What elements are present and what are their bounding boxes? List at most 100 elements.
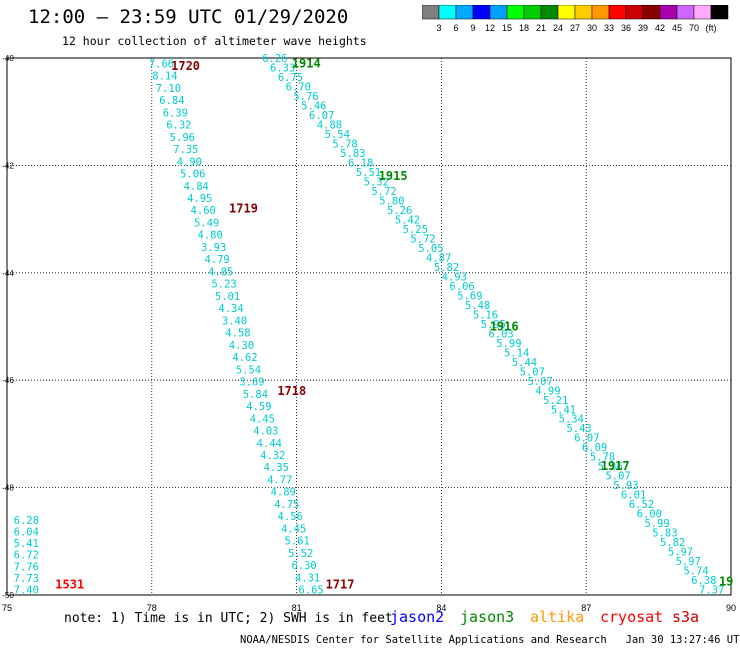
scale-label: 24 <box>553 23 563 33</box>
wave-height-value: 4.84 <box>184 181 209 193</box>
wave-height-value: 6.28 <box>14 515 39 527</box>
wave-height-value: 6.30 <box>291 560 316 572</box>
legend-altika: altika <box>530 608 585 626</box>
wave-height-value: 6.09 <box>582 442 607 454</box>
wave-height-value: 5.05 <box>418 243 443 255</box>
wave-height-value: 4.34 <box>218 303 243 315</box>
scale-label: 70 <box>689 23 699 33</box>
wave-height-value: 6.26 <box>262 53 287 65</box>
chart-subtitle: 12 hour collection of altimeter wave hei… <box>62 34 367 48</box>
time-label: 1718 <box>277 384 306 398</box>
wave-height-value: 6.70 <box>286 81 311 93</box>
wave-height-value: 5.32 <box>364 176 389 188</box>
wave-height-value: 5.72 <box>371 186 396 198</box>
wave-height-value: 5.97 <box>668 547 693 559</box>
wave-height-value: 7.40 <box>14 585 39 597</box>
wave-height-value: 6.84 <box>159 95 184 107</box>
wave-height-value: 5.49 <box>194 217 219 229</box>
wave-height-value: 4.85 <box>208 266 233 278</box>
wave-height-value: 4.95 <box>187 193 212 205</box>
scale-swatch <box>710 5 729 20</box>
wave-height-value: 6.06 <box>449 281 474 293</box>
y-tick-label: -42 <box>2 161 14 170</box>
wave-height-value: 5.97 <box>676 556 701 568</box>
wave-height-value: 4.56 <box>278 511 303 523</box>
x-tick-label: 81 <box>292 603 302 613</box>
wave-height-value: 4.62 <box>232 352 257 364</box>
footer-note: note: 1) Time is in UTC; 2) SWH is in fe… <box>64 611 393 626</box>
wave-height-value: 5.54 <box>325 129 350 141</box>
wave-height-value: 7.73 <box>14 573 39 585</box>
scale-label: 39 <box>638 23 648 33</box>
wave-height-value: 5.46 <box>301 100 326 112</box>
wave-height-value: 4.35 <box>264 462 289 474</box>
scale-label: 3 <box>436 23 441 33</box>
time-label: 1717 <box>326 577 355 591</box>
wave-height-value: 5.93 <box>613 480 638 492</box>
wave-height-value: 4.93 <box>442 271 467 283</box>
wave-height-value: 6.32 <box>166 120 191 132</box>
time-label: 1917 <box>601 459 630 473</box>
y-tick-label: -48 <box>2 484 14 493</box>
wave-height-value: 5.51 <box>356 167 381 179</box>
chart-title: 12:00 – 23:59 UTC 01/29/2020 <box>28 6 349 28</box>
wave-height-value: 4.90 <box>177 156 202 168</box>
time-label: 1915 <box>379 169 408 183</box>
x-tick-label: 84 <box>436 603 446 613</box>
wave-height-value: 5.26 <box>387 205 412 217</box>
wave-height-value: 7.76 <box>14 561 39 573</box>
time-label: 1914 <box>292 56 321 70</box>
wave-height-value: 5.82 <box>434 262 459 274</box>
scale-label: (ft) <box>706 23 717 33</box>
wave-height-value: 5.36 <box>598 461 623 473</box>
wave-height-value: 5.99 <box>496 338 521 350</box>
time-label: 1531 <box>55 577 84 591</box>
wave-height-value: 5.23 <box>211 279 236 291</box>
wave-height-value: 5.48 <box>465 300 490 312</box>
wave-height-value: 5.01 <box>215 291 240 303</box>
wave-height-value: 5.95 <box>481 319 506 331</box>
wave-height-value: 5.84 <box>243 389 268 401</box>
wave-height-value: 5.07 <box>520 366 545 378</box>
wave-height-value: 5.83 <box>652 528 677 540</box>
x-tick-label: 75 <box>2 603 12 613</box>
wave-height-value: 3.69 <box>239 377 264 389</box>
x-tick-label: 90 <box>726 603 736 613</box>
scale-label: 36 <box>621 23 631 33</box>
wave-height-value: 4.77 <box>267 474 292 486</box>
time-label: 1720 <box>171 59 200 73</box>
y-tick-label: -46 <box>2 376 14 385</box>
wave-height-value: 5.16 <box>473 309 498 321</box>
scale-label: 9 <box>470 23 475 33</box>
wave-height-value: 5.54 <box>236 364 261 376</box>
wave-height-value: 5.74 <box>683 566 708 578</box>
wave-height-value: 5.61 <box>285 536 310 548</box>
wave-height-value: 4.44 <box>257 438 282 450</box>
wave-height-value: 5.41 <box>551 404 576 416</box>
wave-height-value: 6.38 <box>691 575 716 587</box>
wave-height-value: 4.88 <box>317 119 342 131</box>
legend-jason3: jason3 <box>460 608 515 626</box>
y-tick-label: -44 <box>2 269 14 278</box>
time-label: 19 <box>719 575 733 589</box>
scale-label: 30 <box>587 23 597 33</box>
color-scale: 3 6 9 12 15 18 21 24 27 30 33 36 39 42 45 70 (ft) <box>422 5 729 33</box>
wave-height-value: 5.83 <box>340 148 365 160</box>
wave-height-value: 5.21 <box>543 395 568 407</box>
wave-height-value: 7.10 <box>156 83 181 95</box>
wave-height-value: 6.03 <box>488 328 513 340</box>
x-tick-label: 78 <box>147 603 157 613</box>
legend-jason2: jason2 <box>390 608 445 626</box>
wave-height-value: 6.01 <box>621 490 646 502</box>
wave-height-value: 5.69 <box>457 290 482 302</box>
legend-s3a: s3a <box>672 608 700 626</box>
credit-line: NOAA/NESDIS Center for Satellite Applica… <box>240 634 740 646</box>
wave-height-value: 4.30 <box>229 340 254 352</box>
wave-height-value: 4.03 <box>253 426 278 438</box>
wave-height-value: 8.14 <box>152 71 177 83</box>
wave-height-value: 7.37 <box>699 585 724 597</box>
y-tick-label: -50 <box>2 591 14 600</box>
wave-height-value: 5.80 <box>379 195 404 207</box>
wave-height-value: 6.75 <box>278 72 303 84</box>
